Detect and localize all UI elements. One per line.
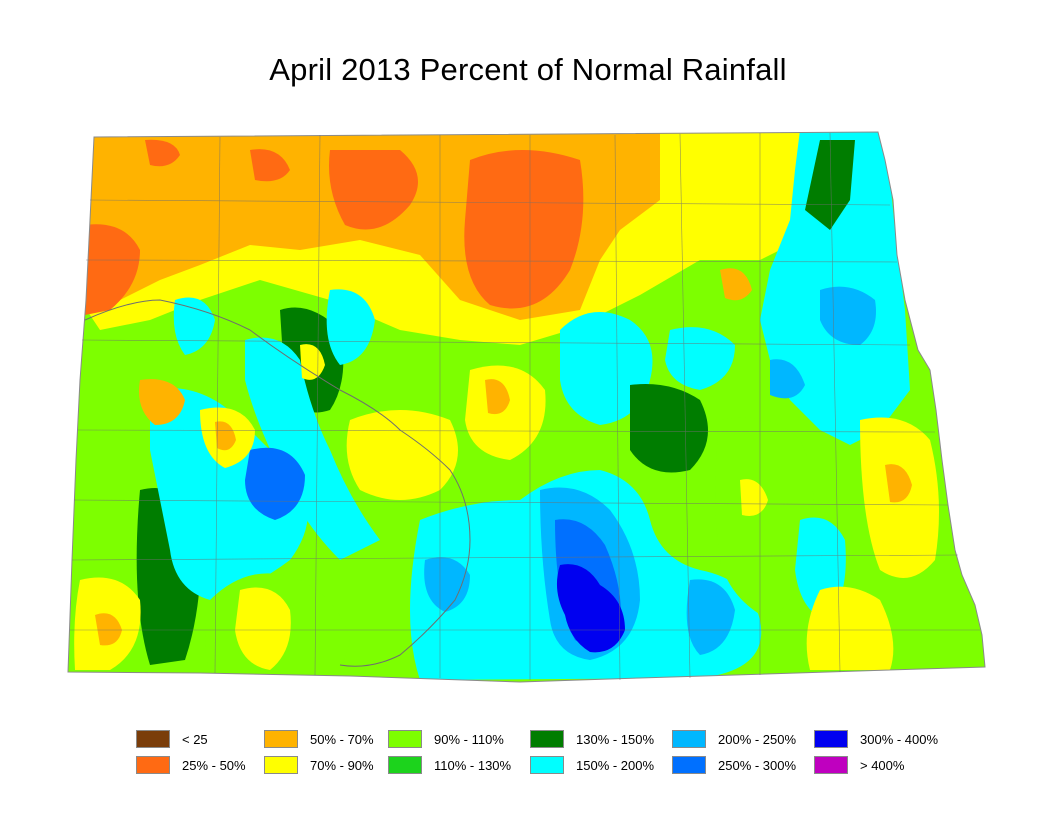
county-lines — [70, 132, 980, 681]
map-title: April 2013 Percent of Normal Rainfall — [269, 52, 787, 87]
rainfall-fill — [68, 132, 985, 682]
river-line — [84, 299, 471, 667]
state-outline — [67, 131, 986, 683]
